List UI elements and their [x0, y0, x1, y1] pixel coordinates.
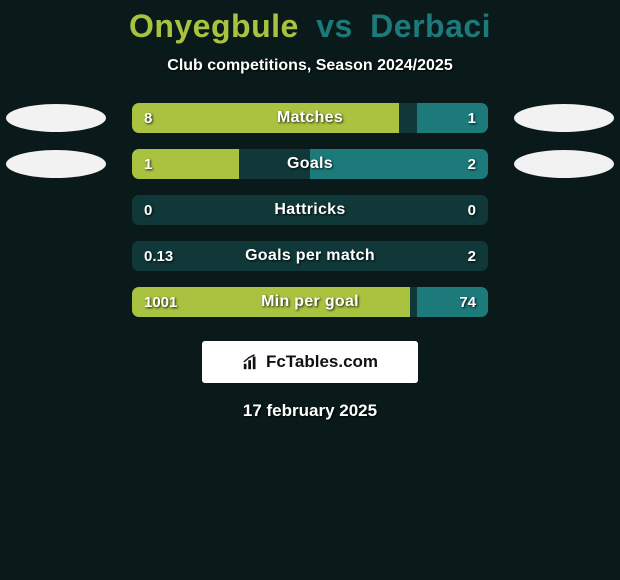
metric-bar: 12Goals [132, 149, 488, 179]
metric-row: 81Matches [6, 103, 614, 133]
avatar-spacer [6, 288, 106, 316]
metric-rows: 81Matches 12Goals 00Hattricks 0.132Goals pe… [0, 103, 620, 317]
avatar-spacer [6, 242, 106, 270]
player1-avatar [6, 104, 106, 132]
metric-bar: 100174Min per goal [132, 287, 488, 317]
title-vs: vs [316, 8, 353, 44]
metric-bar: 00Hattricks [132, 195, 488, 225]
title-player2: Derbaci [370, 8, 491, 44]
title-player1: Onyegbule [129, 8, 299, 44]
metric-name: Goals per match [132, 241, 488, 271]
page-title: Onyegbule vs Derbaci [0, 8, 620, 45]
metric-name: Min per goal [132, 287, 488, 317]
metric-row: 00Hattricks [6, 195, 614, 225]
player2-avatar [514, 150, 614, 178]
metric-row: 12Goals [6, 149, 614, 179]
avatar-spacer [6, 196, 106, 224]
metric-name: Goals [132, 149, 488, 179]
bar-chart-icon [242, 353, 260, 371]
metric-bar: 81Matches [132, 103, 488, 133]
avatar-spacer [514, 242, 614, 270]
metric-bar: 0.132Goals per match [132, 241, 488, 271]
avatar-spacer [514, 288, 614, 316]
brand-text: FcTables.com [266, 352, 378, 372]
metric-row: 100174Min per goal [6, 287, 614, 317]
player1-avatar [6, 150, 106, 178]
metric-name: Matches [132, 103, 488, 133]
comparison-infographic: Onyegbule vs Derbaci Club competitions, … [0, 0, 620, 421]
subtitle: Club competitions, Season 2024/2025 [0, 57, 620, 75]
metric-name: Hattricks [132, 195, 488, 225]
brand-badge: FcTables.com [202, 341, 418, 383]
player2-avatar [514, 104, 614, 132]
date-label: 17 february 2025 [0, 401, 620, 421]
avatar-spacer [514, 196, 614, 224]
metric-row: 0.132Goals per match [6, 241, 614, 271]
